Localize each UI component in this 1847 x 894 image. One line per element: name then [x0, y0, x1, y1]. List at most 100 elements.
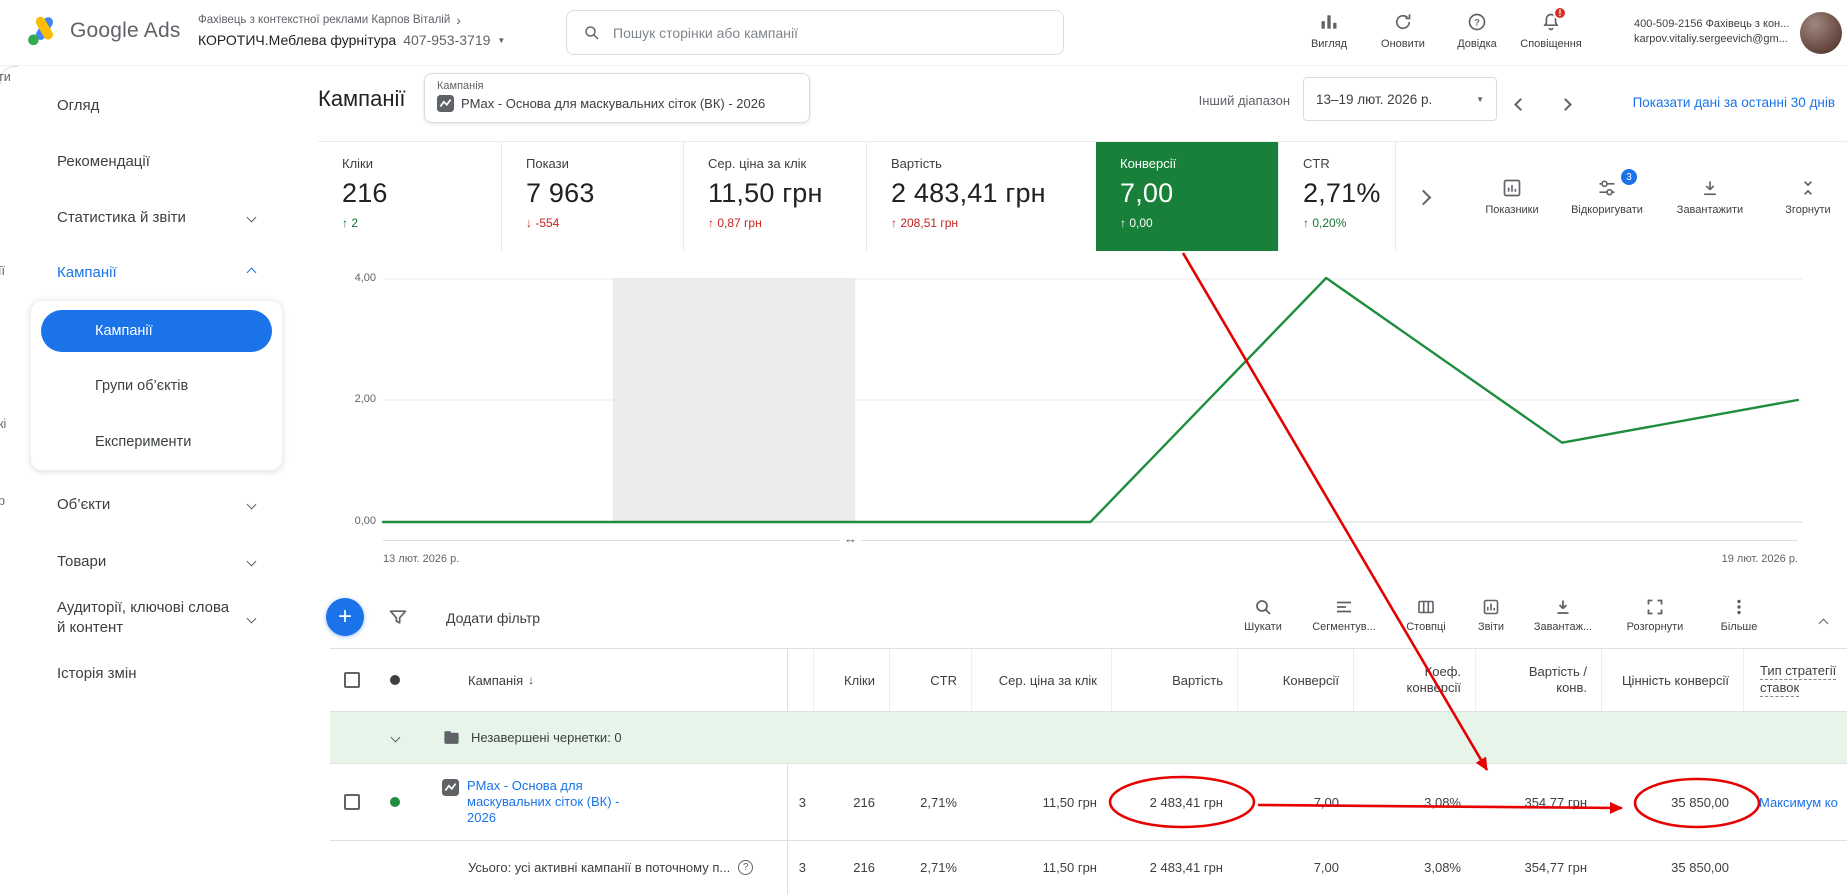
sidebar-item-campaigns[interactable]: Кампанії: [57, 261, 257, 283]
add-campaign-button[interactable]: +: [326, 598, 364, 636]
avatar[interactable]: [1800, 12, 1842, 54]
campaign-row[interactable]: PMax - Основа для маскувальних сіток (ВК…: [330, 764, 1847, 840]
col-bid-strategy[interactable]: Тип стратегії ставок: [1743, 649, 1847, 711]
account-info[interactable]: 400-509-2156 Фахівець з кон... karpov.vi…: [1634, 17, 1789, 47]
refresh-button[interactable]: Оновити: [1366, 11, 1440, 50]
scorecard-ctr[interactable]: CTR 2,71% ↑ 0,20%: [1278, 142, 1396, 251]
avg-cpc-value: 11,50 грн: [1042, 794, 1097, 810]
expand-chevron-icon[interactable]: [390, 732, 400, 743]
account-info-line1: 400-509-2156 Фахівець з кон...: [1634, 18, 1790, 30]
bid-strategy-link[interactable]: Максимум ко: [1759, 794, 1838, 810]
segment-button[interactable]: Сегментув...: [1298, 598, 1390, 633]
search-input[interactable]: [613, 24, 1047, 41]
collapse-button[interactable]: Згорнути: [1762, 178, 1847, 216]
reports-button[interactable]: Звіти: [1462, 598, 1520, 633]
select-all-checkbox[interactable]: [344, 672, 360, 688]
col-cost[interactable]: Вартість: [1111, 649, 1237, 711]
appearance-button[interactable]: Вигляд: [1292, 11, 1366, 50]
other-range-label[interactable]: Інший діапазон: [1198, 93, 1290, 108]
chevron-up-icon: [246, 267, 257, 277]
performance-chart[interactable]: [370, 265, 1815, 557]
metrics-button[interactable]: Показники: [1468, 178, 1556, 216]
download-button[interactable]: Завантажити: [1658, 178, 1762, 216]
col-avg-cpc[interactable]: Сер. ціна за клік: [971, 649, 1111, 711]
clicks-value: 216: [853, 794, 875, 810]
scorecards-bar: Кліки 216 ↑ 2 Покази 7 963 ↓ -554 Сер. ц…: [318, 141, 1847, 251]
sidebar-item-overview[interactable]: Огляд: [57, 96, 100, 114]
col-ctr[interactable]: CTR: [889, 649, 971, 711]
chevron-down-icon: ▼: [497, 35, 506, 45]
clipped-edge-text: ти: [0, 70, 11, 84]
x-axis-start-label: 13 лют. 2026 р.: [383, 553, 460, 565]
scorecard-cost[interactable]: Вартість 2 483,41 грн ↑ 208,51 грн: [866, 142, 1096, 251]
table-search-button[interactable]: Шукати: [1228, 598, 1298, 633]
adjust-button[interactable]: 3 Відкоригувати: [1556, 169, 1658, 216]
table-download-button[interactable]: Завантаж...: [1520, 598, 1606, 633]
subnav-item-experiments[interactable]: Експерименти: [95, 434, 192, 450]
status-enabled-dot[interactable]: [390, 797, 400, 807]
adjust-badge: 3: [1621, 169, 1637, 185]
avg-cpc-total: 11,50 грн: [1042, 860, 1097, 875]
status-column-header-icon: [390, 675, 400, 685]
clipped-edge-text: р: [0, 494, 5, 508]
account-phone: 407-953-3719: [403, 32, 491, 48]
campaign-filter-chip[interactable]: Кампанія PMax - Основа для маскувальних …: [424, 73, 810, 123]
sidebar-item-insights-reports[interactable]: Статистика й звіти: [57, 206, 257, 228]
notifications-button[interactable]: ! Сповіщення: [1520, 6, 1582, 50]
download-icon: [1557, 600, 1569, 614]
conversions-total: 7,00: [1313, 860, 1339, 875]
resize-handle-icon[interactable]: ↔: [840, 531, 861, 546]
account-info-line2: karpov.vitaliy.sergeevich@gm...: [1634, 33, 1788, 45]
date-range-picker[interactable]: 13–19 лют. 2026 р. ▼: [1303, 77, 1497, 121]
campaign-type-icon: [437, 95, 454, 112]
sidebar-item-recommendations[interactable]: Рекомендації: [57, 152, 150, 170]
conversions-trend-line: [381, 276, 1800, 524]
campaign-name-link[interactable]: PMax - Основа для маскувальних сіток (ВК…: [467, 778, 620, 825]
col-conversions[interactable]: Конверсії: [1237, 649, 1353, 711]
columns-button[interactable]: Стовпці: [1390, 598, 1462, 633]
scorecard-clicks[interactable]: Кліки 216 ↑ 2: [318, 142, 501, 251]
sliders-icon: 3: [1597, 169, 1637, 198]
google-ads-logo[interactable]: Google Ads: [26, 16, 181, 46]
help-button[interactable]: ? Довідка: [1440, 11, 1514, 50]
filter-icon[interactable]: [388, 607, 408, 632]
search-box[interactable]: [566, 10, 1064, 55]
breadcrumb-manager-account[interactable]: Фахівець з контекстної реклами Карпов Ві…: [198, 14, 451, 26]
last-30-days-link[interactable]: Показати дані за останні 30 днів: [1632, 95, 1835, 110]
sidebar-item-change-history[interactable]: Історія змін: [57, 664, 137, 682]
row-checkbox[interactable]: [344, 794, 360, 810]
scorecard-avg-cpc[interactable]: Сер. ціна за клік 11,50 грн ↑ 0,87 грн: [683, 142, 866, 251]
col-conv-value[interactable]: Цінність конверсії: [1601, 649, 1743, 711]
conv-rate-total: 3,08%: [1424, 860, 1461, 875]
sidebar-item-products[interactable]: Товари: [57, 550, 257, 572]
subnav-item-campaigns[interactable]: Кампанії: [41, 310, 272, 352]
next-metrics-arrow[interactable]: [1415, 189, 1432, 208]
bell-icon: !: [1541, 6, 1567, 33]
date-prev-button[interactable]: [1514, 96, 1527, 114]
col-campaign[interactable]: Кампанія ↓: [468, 672, 535, 688]
subnav-item-asset-groups[interactable]: Групи об’єктів: [95, 378, 189, 394]
info-icon[interactable]: ?: [738, 860, 754, 875]
col-clicks[interactable]: Кліки: [813, 649, 889, 711]
chip-type-label: Кампанія: [437, 80, 484, 92]
more-button[interactable]: Більше: [1704, 598, 1774, 633]
add-filter-button[interactable]: Додати фільтр: [446, 610, 541, 626]
col-cost-per-conv[interactable]: Вартість / конв.: [1475, 649, 1601, 711]
table-tools: Шукати Сегментув... Стовпці Звіти Завант…: [1228, 598, 1774, 633]
date-next-button[interactable]: [1559, 96, 1572, 114]
chevron-down-icon: [246, 613, 257, 623]
drafts-group-row[interactable]: Незавершені чернетки: 0: [330, 712, 1847, 764]
scorecard-conversions[interactable]: Конверсії 7,00 ↑ 0,00: [1096, 142, 1278, 251]
account-selector[interactable]: КОРОТИЧ.Меблева фурнітура 407-953-3719 ▼: [198, 32, 505, 48]
scorecard-impressions[interactable]: Покази 7 963 ↓ -554: [501, 142, 683, 251]
campaigns-submenu: Кампанії Групи об’єктів Експерименти: [30, 300, 283, 471]
total-row: Усього: усі активні кампанії в поточному…: [330, 840, 1847, 894]
expand-button[interactable]: Розгорнути: [1606, 598, 1704, 633]
chart-scrollbar[interactable]: [383, 540, 1798, 541]
sidebar-item-assets[interactable]: Об’єкти: [57, 493, 257, 515]
collapse-table-button[interactable]: [1818, 614, 1829, 632]
cost-per-conv-value: 354,77 грн: [1524, 794, 1587, 810]
col-conv-rate[interactable]: Коеф. конверсії: [1353, 649, 1475, 711]
date-range-value: 13–19 лют. 2026 р.: [1316, 91, 1433, 107]
sidebar-item-audiences-keywords-content[interactable]: Аудиторії, ключові слова й контент: [57, 596, 257, 640]
